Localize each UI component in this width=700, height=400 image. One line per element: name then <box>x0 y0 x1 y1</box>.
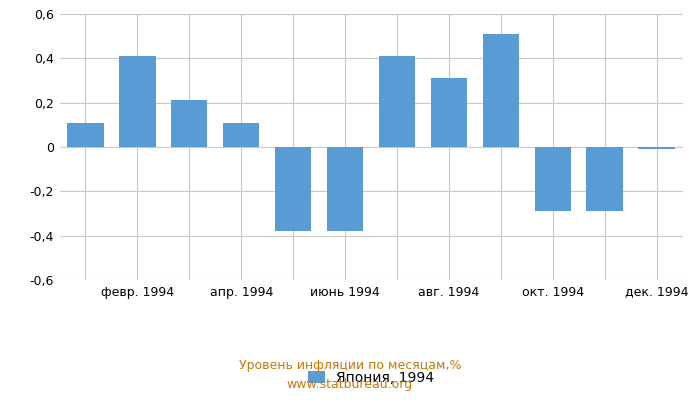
Bar <box>638 147 675 149</box>
Bar <box>171 100 207 147</box>
Bar <box>430 78 467 147</box>
Bar <box>482 34 519 147</box>
Text: Уровень инфляции по месяцам,%: Уровень инфляции по месяцам,% <box>239 360 461 372</box>
Bar <box>379 56 415 147</box>
Bar <box>535 147 571 211</box>
Bar <box>119 56 155 147</box>
Bar <box>327 147 363 231</box>
Bar <box>67 123 104 147</box>
Bar <box>587 147 623 211</box>
Legend: Япония, 1994: Япония, 1994 <box>308 371 434 385</box>
Text: www.statbureau.org: www.statbureau.org <box>287 378 413 391</box>
Bar <box>275 147 312 231</box>
Bar <box>223 123 260 147</box>
